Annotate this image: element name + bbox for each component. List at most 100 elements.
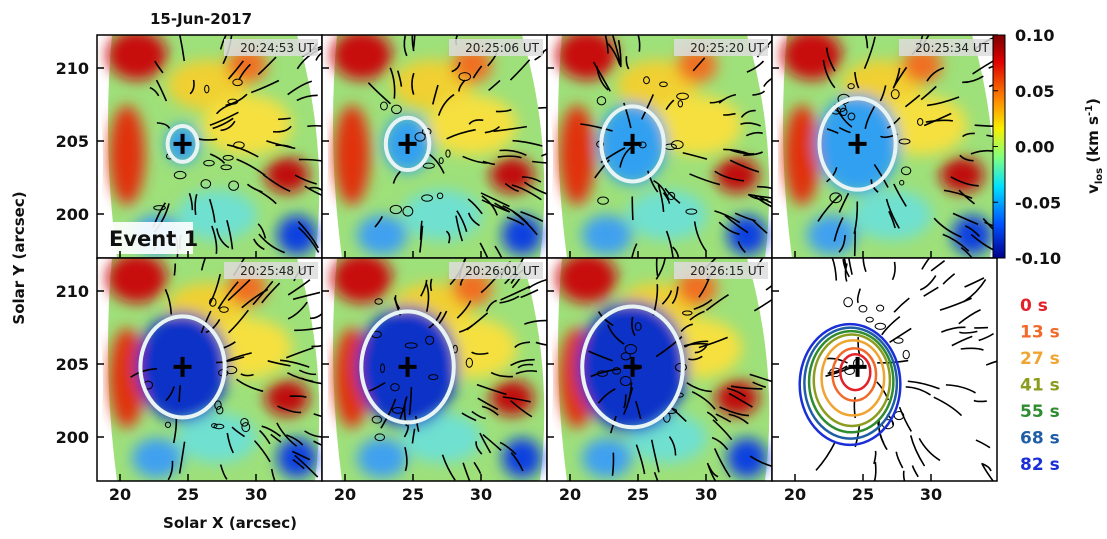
contour [212, 117, 234, 130]
time-box [899, 39, 993, 56]
contour [275, 144, 294, 149]
colorbar-tick-label: 0.10 [1015, 26, 1054, 45]
contour [517, 363, 534, 369]
contour [640, 94, 655, 120]
contour [272, 125, 292, 133]
cross [173, 133, 192, 154]
contour [521, 176, 542, 183]
x-tick-label: 25 [402, 485, 424, 504]
contour [455, 215, 464, 242]
contour [257, 56, 277, 76]
contour [623, 102, 632, 129]
contour [226, 144, 259, 158]
front-ellipse [359, 309, 456, 425]
front-ellipse [383, 115, 432, 173]
panel: 20:25:06 UT [321, 34, 548, 259]
contour [313, 440, 322, 447]
contour [541, 153, 547, 157]
contour [280, 359, 310, 368]
contour [389, 67, 396, 99]
contour [728, 392, 753, 408]
contour [514, 341, 531, 349]
contour [287, 80, 313, 96]
legend-entry: 13 s [1020, 323, 1060, 343]
contour [627, 387, 634, 403]
contour [311, 344, 322, 348]
blob [782, 35, 842, 80]
offdisk [772, 95, 778, 235]
contour [458, 79, 466, 92]
contour [241, 422, 251, 433]
panel: 20:25:20 UT [546, 34, 773, 259]
contour [740, 122, 761, 127]
contour [817, 194, 841, 222]
contour [691, 390, 716, 410]
contour [743, 151, 763, 157]
date: 15-Jun-2017 [150, 10, 252, 28]
blobs [332, 258, 542, 478]
blob [940, 157, 984, 193]
contour [933, 217, 962, 238]
contour [740, 109, 756, 118]
contour [261, 282, 281, 304]
contour [403, 424, 409, 438]
blob [559, 105, 595, 205]
contour [682, 310, 693, 316]
contour [597, 388, 616, 404]
blob [177, 413, 257, 463]
contour [484, 125, 500, 134]
contour [369, 381, 386, 392]
contour [730, 385, 763, 390]
contour [899, 179, 905, 186]
contour [173, 263, 177, 276]
contour [287, 279, 311, 296]
contour [511, 184, 542, 201]
contour [684, 340, 709, 348]
blob [582, 215, 632, 255]
contour [524, 319, 547, 325]
contour [831, 258, 838, 281]
front-ellipse [812, 333, 892, 428]
contour [292, 291, 321, 301]
contour [722, 112, 736, 116]
contour [216, 356, 245, 364]
blob [727, 438, 767, 478]
contour [253, 440, 271, 463]
legend-entry: 41 s [1020, 376, 1060, 396]
front-ellipse [599, 104, 666, 184]
contour [624, 343, 638, 355]
contour [588, 350, 613, 362]
contour [253, 238, 265, 251]
blob [332, 258, 392, 303]
blob [265, 157, 309, 193]
contour [985, 360, 997, 366]
contour [445, 230, 451, 244]
contour [446, 128, 476, 140]
contour [958, 309, 981, 325]
x-tick-label: 30 [695, 485, 717, 504]
contour [941, 326, 966, 333]
contour [291, 450, 311, 461]
contour [923, 112, 952, 127]
contour [693, 299, 713, 310]
x-tick-label: 30 [920, 485, 942, 504]
contour [473, 461, 482, 474]
blob [107, 35, 167, 80]
contour [945, 384, 976, 394]
contour [962, 132, 975, 138]
contour [213, 423, 225, 430]
contour [746, 60, 765, 73]
contour [232, 78, 243, 87]
blob [402, 413, 482, 463]
contour [188, 192, 194, 211]
contour [960, 246, 973, 258]
cross [398, 356, 417, 377]
contour [380, 398, 397, 429]
contour [745, 131, 763, 137]
contour [905, 386, 931, 396]
contour [964, 225, 980, 237]
x-tick-label: 25 [627, 485, 649, 504]
contour [904, 94, 921, 108]
cross [848, 356, 867, 377]
